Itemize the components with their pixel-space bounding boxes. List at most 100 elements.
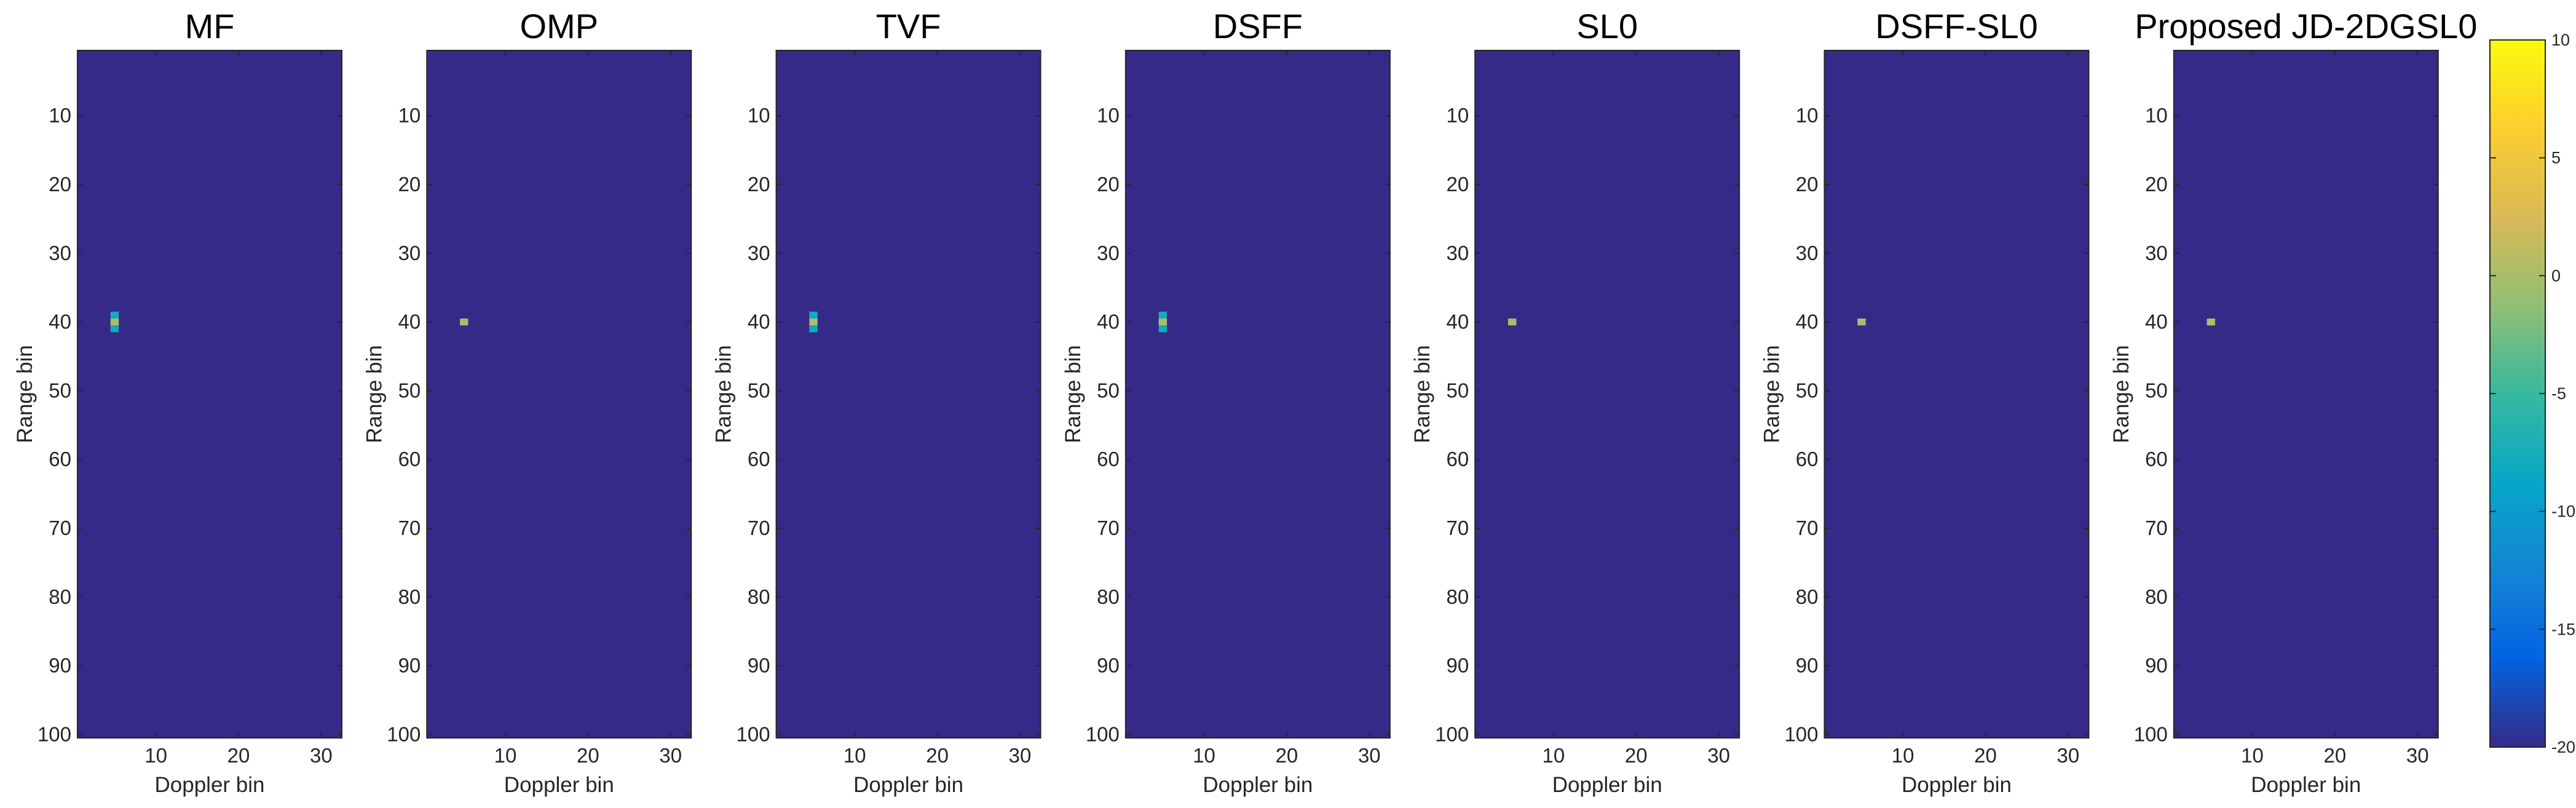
y-tick-label: 100 <box>1784 723 1818 745</box>
y-tick-label: 60 <box>1097 448 1120 470</box>
colorbar-tick-label: 5 <box>2551 149 2561 167</box>
y-tick-label: 80 <box>748 585 770 608</box>
heatmap-cell <box>460 319 468 326</box>
panel-4: 10 20 30 40 50 60 70 80 90 100 10 20 30 DSFF Doppler b… <box>1061 7 1391 797</box>
panel-7: 10 20 30 40 50 60 70 80 90 100 10 20 30 Proposed JD-2… <box>2109 7 2478 797</box>
y-tick-label: 70 <box>49 517 71 539</box>
x-tick-label: 10 <box>144 744 167 767</box>
x-tick-label: 30 <box>659 744 682 767</box>
x-tick-label: 20 <box>2323 744 2346 767</box>
y-tick-label: 100 <box>1086 723 1120 745</box>
y-tick-label: 100 <box>1435 723 1469 745</box>
x-tick-label: 10 <box>1542 744 1565 767</box>
y-tick-label: 50 <box>1097 379 1120 402</box>
y-tick-label: 20 <box>1796 173 1819 196</box>
x-tick-label: 10 <box>2241 744 2264 767</box>
colorbar-tick-label: -15 <box>2551 620 2575 638</box>
colorbar-tick-label: -20 <box>2551 738 2575 756</box>
y-tick-label: 50 <box>748 379 770 402</box>
y-tick-label: 20 <box>2145 173 2168 196</box>
y-tick-label: 20 <box>748 173 770 196</box>
heatmap-cell <box>110 311 119 319</box>
y-tick-label: 30 <box>49 242 71 264</box>
heatmap-cell <box>1507 319 1517 326</box>
y-tick-label: 60 <box>398 448 421 470</box>
y-tick-label: 30 <box>748 242 770 264</box>
heatmap-cell <box>1158 311 1167 319</box>
colorbar-tick-label: 10 <box>2551 31 2570 49</box>
heatmap-cell <box>1158 325 1167 333</box>
axes-box <box>1124 50 1391 739</box>
panel-3: 10 20 30 40 50 60 70 80 90 100 10 20 30 TVF Doppler bi… <box>712 7 1041 797</box>
x-axis-label: Doppler bin <box>1902 773 2012 797</box>
colorbar-tick-label: -5 <box>2551 384 2566 403</box>
x-tick-label: 20 <box>227 744 250 767</box>
colorbar-tick-label: 0 <box>2551 266 2561 285</box>
y-axis-label: Range bin <box>712 345 736 443</box>
y-tick-label: 70 <box>748 517 770 539</box>
y-tick-label: 20 <box>49 173 71 196</box>
x-axis-label: Doppler bin <box>853 773 963 797</box>
x-axis-label: Doppler bin <box>1203 773 1313 797</box>
y-tick-label: 70 <box>1097 517 1120 539</box>
x-tick-label: 30 <box>1707 744 1730 767</box>
y-tick-label: 100 <box>2134 723 2168 745</box>
y-tick-label: 30 <box>1097 242 1120 264</box>
y-tick-label: 80 <box>2145 585 2168 608</box>
y-tick-label: 100 <box>387 723 421 745</box>
panel-6: 10 20 30 40 50 60 70 80 90 100 10 20 30 DSFF-SL0 Doppl… <box>1760 7 2090 797</box>
x-tick-label: 20 <box>1276 744 1298 767</box>
heatmap-cell <box>809 319 818 326</box>
y-tick-label: 30 <box>2145 242 2168 264</box>
y-axis-label: Range bin <box>1061 345 1085 443</box>
panel-title: Proposed JD-2DGSL0 <box>2135 7 2477 46</box>
heatmap-cell <box>809 325 818 333</box>
y-tick-label: 60 <box>1446 448 1469 470</box>
y-tick-label: 70 <box>1796 517 1819 539</box>
y-tick-label: 40 <box>2145 311 2168 333</box>
x-tick-label: 10 <box>1193 744 1215 767</box>
panel-title: MF <box>185 7 235 46</box>
y-tick-label: 10 <box>2145 104 2168 127</box>
y-axis-label: Range bin <box>1760 345 1784 443</box>
colorbar: 10 5 0 -5 -10 -15 -20 <box>2489 31 2575 756</box>
y-tick-label: 90 <box>748 654 770 677</box>
y-tick-label: 40 <box>748 311 770 333</box>
y-tick-label: 60 <box>2145 448 2168 470</box>
y-tick-label: 80 <box>1796 585 1819 608</box>
x-axis-label: Doppler bin <box>1552 773 1662 797</box>
y-tick-label: 10 <box>1796 104 1819 127</box>
y-tick-label: 10 <box>1097 104 1120 127</box>
heatmap-panels: 10 20 30 40 50 60 70 80 90 100 10 20 30 MF Doppler bin… <box>13 7 2477 797</box>
y-tick-label: 60 <box>49 448 71 470</box>
y-tick-label: 10 <box>398 104 421 127</box>
axes-box <box>775 50 1041 739</box>
colorbar-tick-label: -10 <box>2551 502 2575 521</box>
heatmap-background <box>1125 50 1390 738</box>
y-tick-label: 10 <box>49 104 71 127</box>
heatmap-cell <box>1158 319 1167 326</box>
y-tick-label: 80 <box>49 585 71 608</box>
panel-title: SL0 <box>1576 7 1638 46</box>
y-tick-label: 40 <box>1097 311 1120 333</box>
y-axis-label: Range bin <box>2109 345 2133 443</box>
heatmap-cell <box>809 311 818 319</box>
y-tick-label: 90 <box>2145 654 2168 677</box>
heatmap-background <box>1824 50 2089 738</box>
heatmap-cell <box>110 325 119 333</box>
axes-box <box>2173 50 2439 739</box>
x-tick-label: 10 <box>1892 744 1914 767</box>
x-tick-label: 30 <box>2057 744 2080 767</box>
colorbar-gradient <box>2490 40 2545 747</box>
y-axis-label: Range bin <box>1410 345 1434 443</box>
x-axis-label: Doppler bin <box>504 773 614 797</box>
y-tick-label: 50 <box>1796 379 1819 402</box>
y-tick-label: 10 <box>748 104 770 127</box>
y-tick-label: 40 <box>1446 311 1469 333</box>
y-tick-label: 90 <box>49 654 71 677</box>
y-tick-label: 80 <box>1446 585 1469 608</box>
y-tick-label: 50 <box>398 379 421 402</box>
y-tick-label: 40 <box>1796 311 1819 333</box>
x-tick-label: 30 <box>1358 744 1381 767</box>
